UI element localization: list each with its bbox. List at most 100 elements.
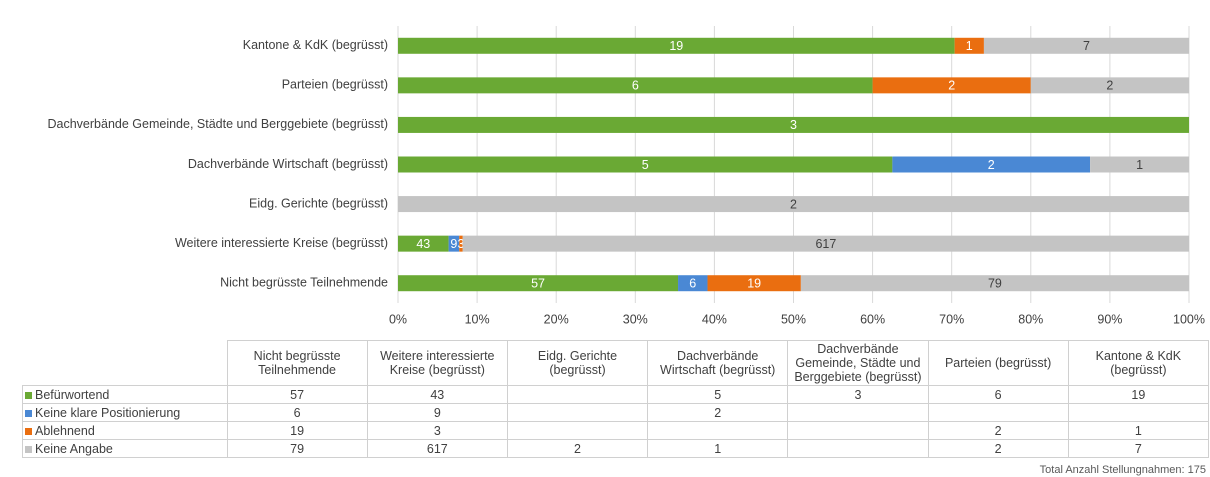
y-tick-label: Eidg. Gerichte (begrüsst) <box>249 196 388 210</box>
x-tick-label: 70% <box>939 312 964 326</box>
bar-segment <box>398 77 873 94</box>
column-header: Weitere interessierte Kreise (begrüsst) <box>366 340 508 386</box>
bar-segment <box>462 235 1189 252</box>
table-row: Befürwortend 57 43 5 3 6 19 <box>22 385 1210 404</box>
bar-segment <box>1090 156 1189 173</box>
data-label: 3 <box>457 237 464 251</box>
legend-label: Ablehnend <box>35 423 95 438</box>
table-cell: 79 <box>226 439 368 458</box>
y-tick-label: Dachverbände Wirtschaft (begrüsst) <box>188 157 388 171</box>
x-tick-label: 10% <box>465 312 490 326</box>
column-header: Dachverbände Gemeinde, Städte und Bergge… <box>787 340 929 386</box>
data-label: 5 <box>642 158 649 172</box>
table-cell <box>787 403 929 422</box>
data-label: 7 <box>1083 39 1090 53</box>
data-label: 43 <box>416 237 430 251</box>
data-label: 2 <box>790 197 797 211</box>
legend-key <box>25 391 32 399</box>
table-cell: 2 <box>647 403 789 422</box>
y-tick-label: Weitere interessierte Kreise (begrüsst) <box>175 236 388 250</box>
data-label: 617 <box>815 237 836 251</box>
table-cell <box>1067 403 1210 422</box>
x-tick-label: 90% <box>1097 312 1122 326</box>
x-tick-label: 40% <box>702 312 727 326</box>
table-cell: 19 <box>1067 385 1210 404</box>
column-header: Dachverbände Wirtschaft (begrüsst) <box>647 340 789 386</box>
bar-segment <box>800 275 1189 292</box>
data-label: 1 <box>1136 158 1143 172</box>
footnote: Total Anzahl Stellungnahmen: 175 <box>1039 464 1206 476</box>
table-cell: 3 <box>366 421 508 440</box>
bar-segment <box>398 156 893 173</box>
table-cell: 2 <box>927 421 1069 440</box>
table-cell: 1 <box>1067 421 1210 440</box>
legend-key <box>25 409 32 417</box>
table-row: Keine Angabe 79 617 2 1 2 7 <box>22 439 1210 458</box>
data-label: 57 <box>531 277 545 291</box>
table-cell <box>506 403 649 422</box>
x-tick-label: 80% <box>1018 312 1043 326</box>
chart: 0% 10% 20% 30% 40% 50% 60% 70% 80% 90% 100% Nicht b… <box>48 26 1205 326</box>
data-label: 3 <box>790 118 797 132</box>
x-tick-label: 30% <box>623 312 648 326</box>
table-cell: 6 <box>927 385 1069 404</box>
table-cell <box>506 421 649 440</box>
y-tick-label: Nicht begrüsste Teilnehmende <box>220 276 388 290</box>
legend-key <box>25 445 32 453</box>
data-label: 6 <box>689 277 696 291</box>
data-label: 1 <box>966 39 973 53</box>
legend-label: Keine Angabe <box>35 441 113 456</box>
table-row: Keine klare Positionierung 6 9 2 <box>22 403 1210 422</box>
bar-segment <box>398 196 1189 213</box>
column-header: Kantone & KdK (begrüsst) <box>1067 340 1210 386</box>
data-label: 19 <box>747 277 761 291</box>
table-cell: 5 <box>647 385 789 404</box>
table-cell: 2 <box>506 439 649 458</box>
row-header: Keine Angabe <box>22 439 228 458</box>
bar-segment <box>983 37 1189 54</box>
table-cell <box>506 385 649 404</box>
data-label: 2 <box>1106 79 1113 93</box>
column-header: Eidg. Gerichte (begrüsst) <box>506 340 649 386</box>
table-cell: 7 <box>1067 439 1210 458</box>
bar-segment <box>398 235 449 252</box>
table-cell: 57 <box>226 385 368 404</box>
data-label: 6 <box>632 79 639 93</box>
table-corner <box>22 340 228 386</box>
data-label: 9 <box>450 237 457 251</box>
row-header: Ablehnend <box>22 421 228 440</box>
table-cell: 1 <box>647 439 789 458</box>
y-tick-label: Dachverbände Gemeinde, Städte und Bergge… <box>48 117 389 131</box>
bar-segment <box>707 275 801 292</box>
table-cell <box>787 421 929 440</box>
bar-segment <box>398 116 1189 133</box>
data-label: 19 <box>669 39 683 53</box>
row-header: Befürwortend <box>22 385 228 404</box>
data-label: 79 <box>988 277 1002 291</box>
x-tick-label: 50% <box>781 312 806 326</box>
bar-segment <box>1030 77 1189 94</box>
bar-segment <box>954 37 984 54</box>
table-cell <box>927 403 1069 422</box>
table-cell: 19 <box>226 421 368 440</box>
legend-label: Befürwortend <box>35 387 110 402</box>
column-header: Nicht begrüsste Teilnehmende <box>226 340 368 386</box>
table-cell <box>647 421 789 440</box>
bar-segment <box>398 37 955 54</box>
table-cell: 2 <box>927 439 1069 458</box>
bar-segment <box>678 275 708 292</box>
y-tick-label: Kantone & KdK (begrüsst) <box>243 38 388 52</box>
data-label: 2 <box>948 79 955 93</box>
table-cell: 6 <box>226 403 368 422</box>
bar-segment <box>448 235 460 252</box>
y-tick-label: Parteien (begrüsst) <box>282 78 388 92</box>
column-header: Parteien (begrüsst) <box>927 340 1069 386</box>
table-cell: 43 <box>366 385 508 404</box>
x-tick-label: 100% <box>1173 312 1205 326</box>
legend-key <box>25 427 32 435</box>
x-tick-label: 20% <box>544 312 569 326</box>
bar-segment <box>892 156 1091 173</box>
bar-segment <box>459 235 463 252</box>
table-row: Ablehnend 19 3 2 1 <box>22 421 1210 440</box>
